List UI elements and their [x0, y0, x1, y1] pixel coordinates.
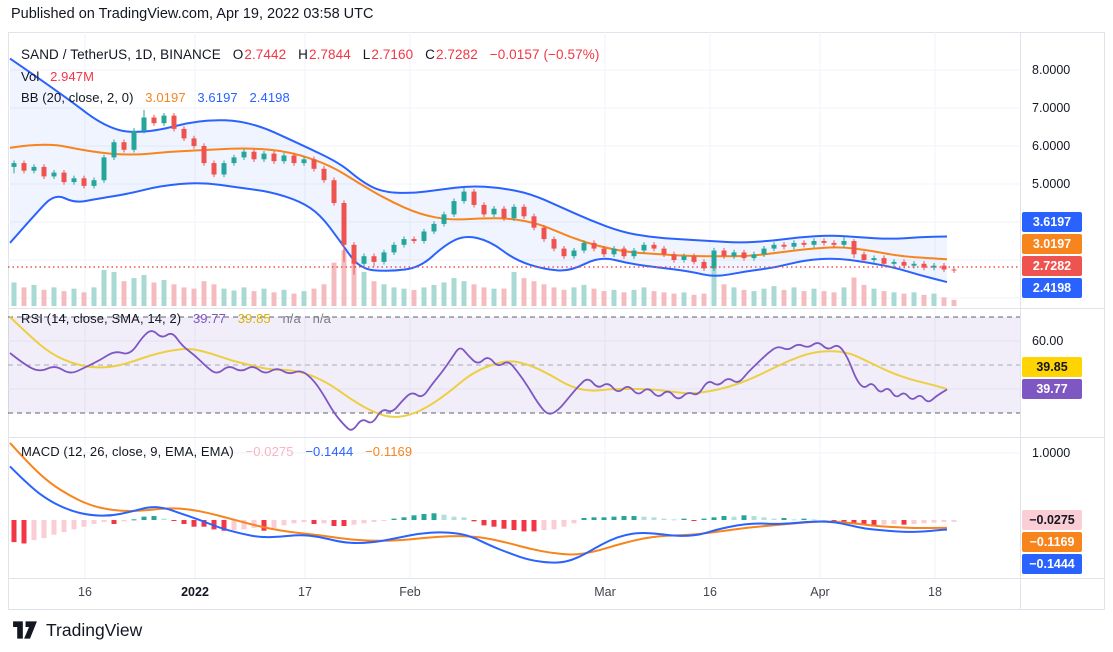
macd-axis-badge: −0.1169: [1022, 532, 1082, 552]
price-axis[interactable]: 8.0000 7.0000 6.0000 5.0000 3.6197 3.0197 2.72…: [1020, 32, 1105, 610]
low-value: 2.7160: [371, 47, 414, 62]
price-axis-label: 7.0000: [1032, 101, 1071, 115]
price-pane[interactable]: [8, 32, 1020, 308]
volume-legend[interactable]: Vol 2.947M: [21, 69, 102, 84]
close-label: C: [425, 47, 435, 62]
rsi-lower-na: n/a: [312, 311, 331, 326]
price-axis-badge: 3.0197: [1022, 234, 1082, 254]
bb-upper-value: 3.6197: [197, 90, 238, 105]
rsi-axis-label: 60.00: [1032, 334, 1064, 348]
macd-line-value: −0.1444: [305, 444, 354, 459]
macd-axis-badge: −0.1444: [1022, 554, 1082, 574]
time-axis-label: 2022: [181, 585, 209, 599]
macd-legend[interactable]: MACD (12, 26, close, 9, EMA, EMA) −0.027…: [21, 444, 420, 459]
price-axis-badge: 2.7282: [1022, 256, 1082, 276]
open-label: O: [232, 47, 244, 62]
time-axis[interactable]: 16 2022 17 Feb Mar 16 Apr 18: [8, 578, 1020, 610]
rsi-sma-value: 39.85: [237, 311, 271, 326]
time-axis-label: Mar: [594, 585, 616, 599]
time-axis-label: 17: [298, 585, 312, 599]
price-axis-label: 8.0000: [1032, 63, 1071, 77]
volume-label: Vol: [21, 69, 40, 84]
rsi-axis-badge: 39.77: [1022, 379, 1082, 399]
macd-label: MACD (12, 26, close, 9, EMA, EMA): [21, 444, 234, 459]
macd-hist-value: −0.0275: [245, 444, 294, 459]
volume-value: 2.947M: [50, 69, 95, 84]
macd-axis-label: 1.0000: [1032, 446, 1071, 460]
publish-timestamp: Published on TradingView.com, Apr 19, 20…: [11, 6, 374, 22]
price-axis-label: 6.0000: [1032, 139, 1071, 153]
price-axis-label: 5.0000: [1032, 177, 1071, 191]
price-axis-separator: [1020, 32, 1021, 610]
macd-signal-value: −0.1169: [365, 444, 413, 459]
price-axis-badge: 3.6197: [1022, 212, 1082, 232]
tradingview-wordmark: TradingView: [46, 619, 143, 640]
macd-axis-badge: −0.0275: [1022, 510, 1082, 530]
low-label: L: [362, 47, 371, 62]
rsi-label: RSI (14, close, SMA, 14, 2): [21, 311, 182, 326]
time-axis-label: 16: [703, 585, 717, 599]
time-axis-label: 16: [78, 585, 92, 599]
bollinger-legend[interactable]: BB (20, close, 2, 0) 3.0197 3.6197 2.419…: [21, 90, 298, 105]
bb-basis-value: 3.0197: [145, 90, 186, 105]
footer-brand[interactable]: TradingView: [12, 617, 142, 643]
rsi-legend[interactable]: RSI (14, close, SMA, 14, 2) 39.77 39.85 …: [21, 311, 339, 326]
macd-pane[interactable]: [8, 437, 1020, 578]
time-axis-separator: [8, 578, 1105, 579]
time-axis-label: 18: [928, 585, 942, 599]
tradingview-logo-icon: [13, 621, 37, 639]
rsi-upper-na: n/a: [282, 311, 301, 326]
pane-separator[interactable]: [8, 308, 1105, 309]
symbol-legend[interactable]: SAND / TetherUS, 1D, BINANCE O2.7442 H2.…: [21, 47, 607, 62]
open-value: 2.7442: [244, 47, 287, 62]
high-label: H: [298, 47, 308, 62]
close-value: 2.7282: [435, 47, 478, 62]
time-axis-label: Feb: [399, 585, 421, 599]
time-axis-label: Apr: [810, 585, 830, 599]
pane-separator[interactable]: [8, 437, 1105, 438]
rsi-value: 39.77: [192, 311, 226, 326]
bb-lower-value: 2.4198: [249, 90, 290, 105]
change-value: −0.0157 (−0.57%): [489, 47, 600, 62]
rsi-axis-badge: 39.85: [1022, 357, 1082, 377]
symbol-title: SAND / TetherUS, 1D, BINANCE: [21, 47, 221, 62]
chart-frame: [8, 32, 1105, 610]
rsi-pane[interactable]: [8, 308, 1020, 437]
price-axis-badge: 2.4198: [1022, 278, 1082, 298]
high-value: 2.7844: [308, 47, 351, 62]
bollinger-label: BB (20, close, 2, 0): [21, 90, 134, 105]
